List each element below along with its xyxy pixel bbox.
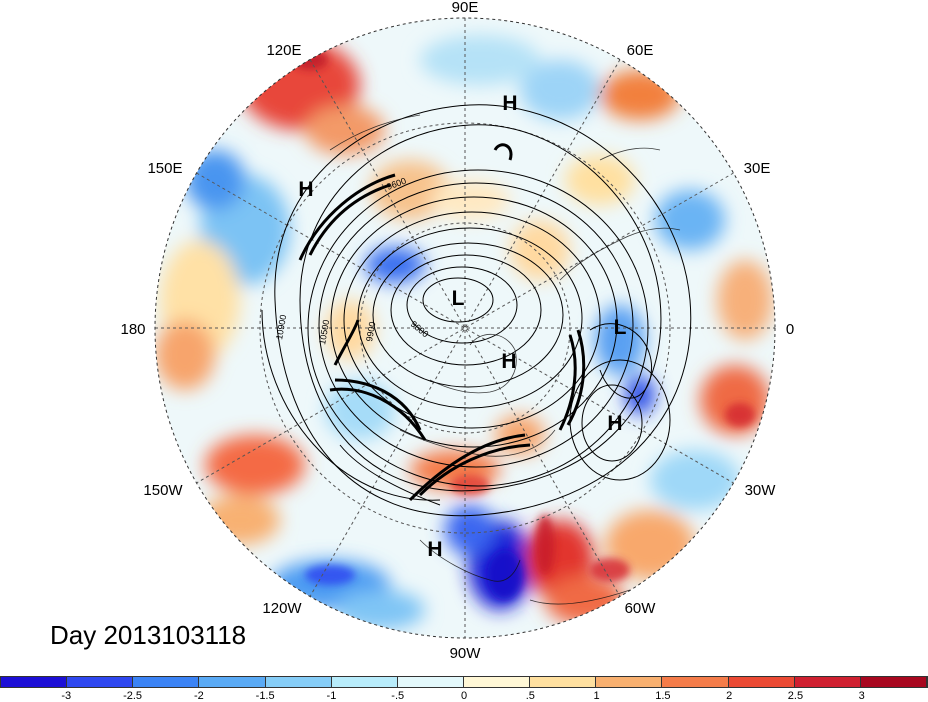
colorbar-segment [265,677,332,687]
colorbar-tick-label: 1.5 [655,690,671,702]
lon-label-150e: 150E [147,160,182,177]
colorbar-tick-label: 2 [726,690,733,702]
lon-label-180: 180 [120,321,145,338]
coastlines [329,114,681,605]
lon-label-30e: 30E [744,160,771,177]
colorbar-tick-label: 2.5 [787,690,804,702]
colorbar-segment [133,677,200,687]
map-boundary [154,17,776,639]
colorbar-segment [463,677,531,687]
lon-label-30w: 30W [745,482,777,499]
lon-label-150w: 150W [143,482,183,499]
colorbar-tick-label: -.5 [391,690,405,702]
colorbar-segment [397,677,464,687]
lon-label-60w: 60W [625,600,657,617]
colorbar-segment [530,677,597,687]
high-center-label: H [298,178,313,201]
colorbar-segment [860,677,927,687]
colorbar-tick-label: -1.5 [255,690,275,702]
colorbar-segment [67,677,134,687]
colorbar-tick-label: 1 [593,690,600,702]
colorbar-segment [662,677,729,687]
colorbar-segment [794,677,861,687]
colorbar-segment [199,677,266,687]
high-center-label: H [427,538,442,561]
colorbar-tick-label: -2.5 [123,690,143,702]
map-title: Day 2013103118 [50,620,247,650]
lon-label-120e: 120E [266,42,301,59]
height-contours [261,104,692,517]
high-center-label: H [607,412,622,435]
lon-label-60e: 60E [627,42,654,59]
colorbar-labels: -3 -2.5 -2 -1.5 -1 -.5 0 .5 1 1.5 2 2.5 3 [0,690,928,702]
colorbar-segment [596,677,663,687]
colorbar-tick-label: -2 [193,690,204,702]
high-center-label: H [501,350,516,373]
colorbar-tick-label: -3 [61,690,72,702]
graticule [155,18,775,638]
high-center-label: H [502,92,517,115]
colorbar-tick-label: 3 [858,690,865,702]
contour-label: 10900 [274,314,288,340]
colorbar [0,676,928,688]
low-center-label: L [452,287,465,310]
lon-label-90w: 90W [450,645,482,662]
colorbar-segment [728,677,795,687]
contour-label: 10500 [317,319,331,345]
colorbar-segment [331,677,398,687]
anomaly-field [155,18,775,638]
lon-label-120w: 120W [262,600,302,617]
jet-contours [298,143,586,502]
lon-label-0: 0 [786,321,794,338]
colorbar-segment [1,677,68,687]
contour-label: 9900 [364,321,377,342]
colorbar-tick-label: .5 [525,690,535,702]
low-center-label: L [614,316,627,339]
colorbar-tick-label: 0 [460,690,468,702]
lon-label-90e: 90E [452,0,479,16]
colorbar-tick-label: -1 [326,690,337,702]
